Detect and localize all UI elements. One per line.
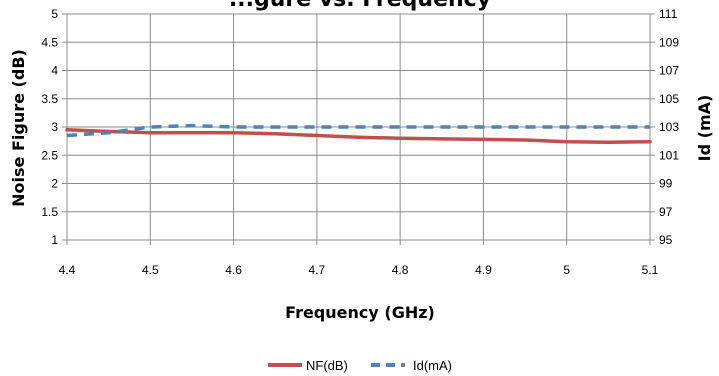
y2-tick-label: 97 <box>659 205 673 219</box>
y-tick-label: 4 <box>51 64 58 78</box>
y2-tick-label: 105 <box>659 92 679 106</box>
y2-tick-label: 95 <box>659 233 673 247</box>
y-tick-label: 5 <box>51 7 58 21</box>
y2-axis-title: Id (mA) <box>695 95 714 162</box>
x-tick-label: 5 <box>563 263 570 277</box>
left-ticks: 1 1.5 2 2.5 3 3.5 4 4.5 5 <box>41 7 58 247</box>
legend-label-id: Id(mA) <box>413 358 452 373</box>
x-tick-label: 4.4 <box>59 263 76 277</box>
y2-tick-label: 103 <box>659 120 679 134</box>
x-tick-label: 4.6 <box>225 263 242 277</box>
x-tick-label: 4.7 <box>309 263 326 277</box>
axes <box>62 13 655 245</box>
legend-label-nf: NF(dB) <box>306 358 348 373</box>
x-tick-label: 4.5 <box>142 263 159 277</box>
y2-tick-label: 107 <box>659 64 679 78</box>
series-line-id <box>66 123 650 138</box>
y2-tick-label: 111 <box>659 7 678 21</box>
x-tick-label: 5.1 <box>642 263 659 277</box>
x-tick-label: 4.9 <box>475 263 492 277</box>
y-tick-label: 4.5 <box>41 35 58 49</box>
y-tick-label: 3 <box>51 120 58 134</box>
x-tick-label: 4.8 <box>392 263 409 277</box>
right-ticks: 95 97 99 101 103 105 107 109 111 <box>659 7 679 247</box>
y2-tick-label: 99 <box>659 177 673 191</box>
x-ticks: 4.4 4.5 4.6 4.7 4.8 4.9 5 5.1 <box>59 263 659 277</box>
series-line-nf <box>65 128 652 145</box>
x-axis-title: Frequency (GHz) <box>285 303 435 322</box>
y-tick-label: 2.5 <box>41 148 58 162</box>
y-axis-title: Noise Figure (dB) <box>9 49 28 207</box>
series <box>65 123 652 145</box>
y2-tick-label: 101 <box>659 148 679 162</box>
y-tick-label: 1 <box>51 233 58 247</box>
chart-title: ...gure vs. Frequency <box>229 0 491 12</box>
legend: NF(dB) Id(mA) <box>268 358 452 373</box>
y2-tick-label: 109 <box>659 35 679 49</box>
y-tick-label: 1.5 <box>41 205 58 219</box>
y-tick-label: 3.5 <box>41 92 58 106</box>
y-tick-label: 2 <box>51 177 58 191</box>
